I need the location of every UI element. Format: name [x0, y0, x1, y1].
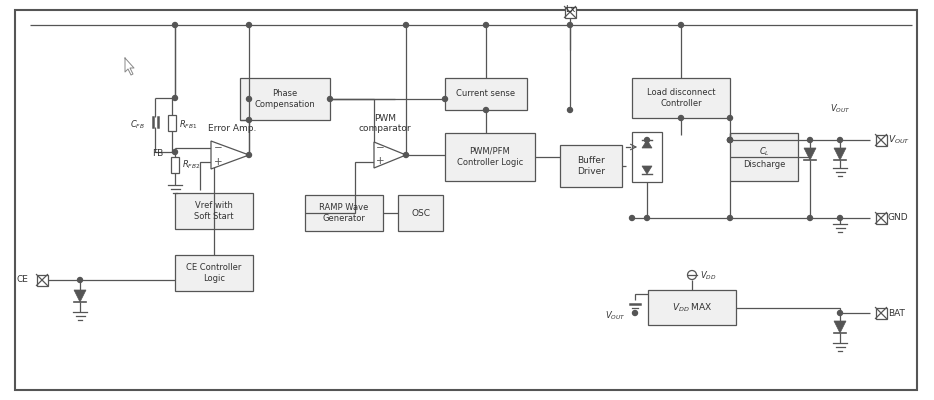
Text: PWM/PFM
Controller Logic: PWM/PFM Controller Logic [457, 147, 523, 167]
Polygon shape [374, 142, 406, 168]
Text: CE: CE [16, 276, 28, 284]
Bar [445, 133, 535, 181]
Circle shape [247, 22, 251, 28]
Circle shape [173, 96, 177, 100]
Polygon shape [834, 321, 846, 333]
Text: $V_{OUT}$: $V_{OUT}$ [605, 309, 626, 322]
Circle shape [678, 22, 684, 28]
Circle shape [728, 138, 732, 142]
Text: Load disconnect
Controller: Load disconnect Controller [646, 88, 715, 108]
Circle shape [644, 216, 649, 220]
Text: +: + [214, 157, 222, 167]
Text: $C_L$
Discharge: $C_L$ Discharge [743, 145, 785, 169]
Circle shape [568, 22, 573, 28]
Circle shape [443, 96, 447, 102]
Bar [632, 78, 730, 118]
Circle shape [678, 116, 684, 120]
Bar [168, 115, 176, 131]
Circle shape [247, 96, 251, 102]
Polygon shape [74, 290, 86, 302]
Circle shape [403, 152, 408, 158]
Bar [175, 255, 253, 291]
Circle shape [808, 138, 813, 142]
Circle shape [630, 216, 634, 220]
Text: $V_{DD}$: $V_{DD}$ [700, 270, 716, 282]
Polygon shape [642, 166, 652, 174]
Circle shape [808, 216, 813, 220]
Circle shape [644, 138, 649, 142]
Text: GND: GND [888, 214, 909, 222]
Circle shape [728, 216, 732, 220]
Circle shape [484, 108, 488, 112]
Polygon shape [642, 140, 652, 148]
Text: Lx: Lx [565, 5, 575, 14]
Bar [564, 6, 575, 18]
Text: −: − [375, 144, 385, 154]
Circle shape [247, 152, 251, 158]
Circle shape [728, 116, 732, 120]
Bar [175, 193, 253, 229]
Text: $V_{OUT}$: $V_{OUT}$ [888, 134, 910, 146]
Circle shape [173, 22, 177, 28]
Text: PWM
comparator: PWM comparator [359, 114, 411, 133]
Bar [875, 134, 886, 146]
Text: $R_{FB2}$: $R_{FB2}$ [182, 159, 201, 171]
Polygon shape [211, 141, 249, 169]
Circle shape [728, 138, 732, 142]
Circle shape [78, 278, 82, 282]
Text: +: + [375, 156, 384, 166]
Circle shape [403, 22, 408, 28]
Bar [730, 133, 798, 181]
Polygon shape [804, 148, 816, 160]
Circle shape [247, 118, 251, 122]
Circle shape [728, 138, 732, 142]
Circle shape [173, 150, 177, 154]
Bar [171, 157, 179, 173]
Text: Buffer
Driver: Buffer Driver [577, 156, 605, 176]
Circle shape [484, 22, 488, 28]
Text: CE Controller
Logic: CE Controller Logic [186, 263, 242, 283]
Text: $C_{FB}$: $C_{FB}$ [130, 119, 145, 131]
Text: RAMP Wave
Generator: RAMP Wave Generator [319, 203, 369, 223]
Circle shape [328, 96, 333, 102]
Circle shape [568, 108, 573, 112]
Circle shape [687, 270, 697, 280]
Bar [240, 78, 330, 120]
Polygon shape [834, 148, 846, 160]
Bar [875, 212, 886, 224]
Bar [875, 308, 886, 318]
Bar [445, 78, 527, 110]
Bar [305, 195, 383, 231]
Text: OSC: OSC [411, 208, 430, 218]
Text: Error Amp.: Error Amp. [207, 124, 256, 133]
Circle shape [838, 138, 842, 142]
Circle shape [838, 310, 842, 316]
Text: Current sense: Current sense [457, 90, 516, 98]
Text: Vref with
Soft Start: Vref with Soft Start [194, 201, 234, 221]
Circle shape [632, 310, 638, 316]
Text: $V_{OUT}$: $V_{OUT}$ [829, 102, 850, 115]
Circle shape [838, 216, 842, 220]
Bar [632, 132, 662, 182]
Text: FB: FB [151, 150, 163, 158]
Text: BAT: BAT [888, 308, 905, 318]
Text: Phase
Compensation: Phase Compensation [255, 89, 316, 109]
Bar [36, 274, 48, 286]
Bar [648, 290, 736, 325]
Text: $V_{DD}$ MAX: $V_{DD}$ MAX [672, 301, 713, 314]
Bar [560, 145, 622, 187]
Bar [398, 195, 443, 231]
Text: −: − [214, 143, 222, 153]
Text: $R_{FB1}$: $R_{FB1}$ [179, 119, 197, 131]
